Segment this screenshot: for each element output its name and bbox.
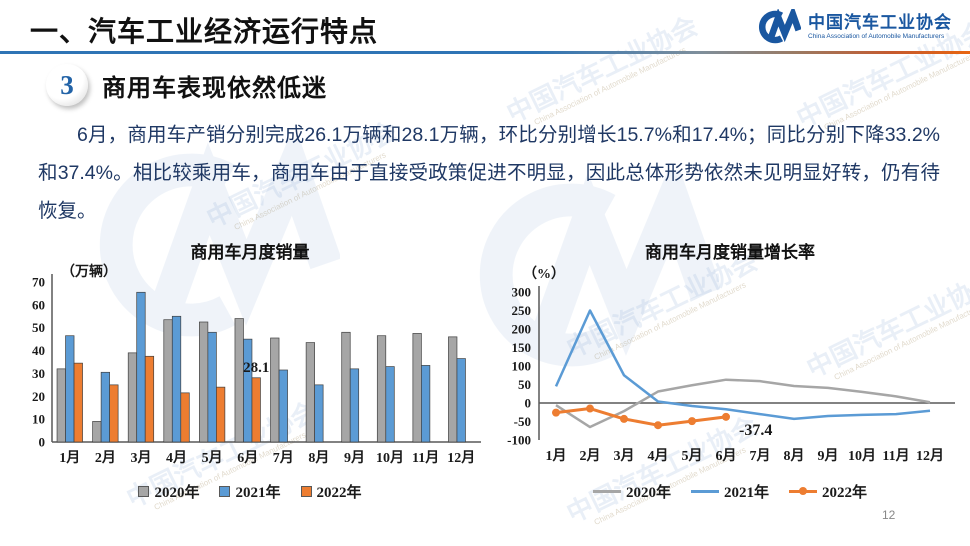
svg-text:11月: 11月	[882, 448, 909, 464]
logo-name-en: China Association of Automobile Manufact…	[808, 32, 945, 40]
svg-text:-50: -50	[514, 414, 531, 429]
svg-text:8月: 8月	[308, 450, 329, 466]
svg-text:150: 150	[512, 340, 532, 355]
legend-item-2021年: 2021年	[690, 481, 769, 502]
svg-text:50: 50	[518, 377, 531, 392]
svg-text:10月: 10月	[848, 448, 876, 464]
bar-chart-monthly-sales: （万辆） 0 10 20 30 40 50 60 70 1月 2月 3月 4月 5月 6月 7月 8月 9月 10月…	[32, 263, 481, 466]
svg-text:12月: 12月	[916, 448, 944, 464]
chart-panel-growth: 商用车月度销量增长率 （%） 300 250 200 150 100 50 0 -50 -100 1…	[495, 238, 965, 504]
legend-item-2022年: 2022年	[789, 481, 867, 502]
legend-label: 2022年	[822, 484, 868, 501]
svg-text:2月: 2月	[580, 448, 601, 464]
svg-text:250: 250	[512, 303, 532, 318]
legend-item-2022年: 2022年	[300, 481, 362, 502]
svg-text:28.1: 28.1	[243, 360, 269, 376]
body-paragraph: 6月，商用车产销分别完成26.1万辆和28.1万辆，环比分别增长15.7%和17…	[38, 124, 940, 222]
svg-text:4月: 4月	[166, 450, 187, 466]
legend-square-swatch	[219, 485, 231, 497]
svg-text:5月: 5月	[202, 450, 223, 466]
svg-text:70: 70	[32, 275, 45, 290]
chart-title-growth: 商用车月度销量增长率	[645, 243, 815, 262]
header: 一、汽车工业经济运行特点 中国汽车工业协会 China Association …	[0, 0, 970, 52]
chart-panel-sales: 商用车月度销量 （万辆） 0 10 20 30 40 50 60 70 1月 2月 3月 4月 5月 6月 7…	[15, 238, 485, 504]
svg-text:-100: -100	[507, 433, 531, 448]
svg-text:3月: 3月	[130, 450, 151, 466]
svg-text:7月: 7月	[273, 450, 294, 466]
svg-text:10月: 10月	[376, 450, 404, 466]
section-number-badge: 3	[46, 64, 88, 106]
svg-text:9月: 9月	[344, 450, 365, 466]
svg-text:12月: 12月	[447, 450, 475, 466]
line-chart-growth-rate: （%） 300 250 200 150 100 50 0 -50 -100 1月 2月 3月 4月 5月 6月…	[507, 266, 955, 464]
svg-text:（%）: （%）	[523, 266, 565, 282]
svg-text:（万辆）: （万辆）	[61, 263, 117, 280]
svg-text:300: 300	[512, 285, 532, 300]
svg-text:9月: 9月	[818, 448, 839, 464]
chart-title-sales: 商用车月度销量	[190, 243, 310, 262]
svg-text:5月: 5月	[682, 448, 703, 464]
legend-label: 2021年	[235, 484, 281, 501]
svg-text:1月: 1月	[59, 450, 80, 466]
svg-text:-37.4: -37.4	[739, 422, 772, 439]
charts-row: 商用车月度销量 （万辆） 0 10 20 30 40 50 60 70 1月 2月 3月 4月 5月 6月 7…	[0, 238, 970, 504]
legend-label: 2022年	[316, 484, 362, 501]
legend-line-swatch	[690, 489, 719, 493]
legend-label: 2021年	[723, 484, 769, 501]
svg-text:1月: 1月	[546, 448, 567, 464]
caam-logo-icon	[758, 9, 801, 44]
legend-line-swatch	[592, 489, 621, 493]
section-heading-row: 3 商用车表现依然低迷	[46, 64, 327, 106]
legend-square-swatch	[138, 485, 150, 497]
svg-text:100: 100	[512, 359, 532, 374]
section-heading: 商用车表现依然低迷	[102, 74, 327, 102]
page-title: 一、汽车工业经济运行特点	[30, 16, 379, 47]
svg-text:40: 40	[32, 343, 45, 358]
svg-text:6月: 6月	[716, 448, 737, 464]
legend-item-2020年: 2020年	[138, 481, 199, 502]
svg-text:0: 0	[525, 396, 532, 411]
svg-text:8月: 8月	[784, 448, 805, 464]
page-number: 12	[882, 508, 896, 522]
legend-square-swatch	[300, 485, 312, 497]
svg-text:50: 50	[32, 320, 45, 335]
svg-text:3月: 3月	[614, 448, 635, 464]
svg-text:10: 10	[32, 412, 45, 427]
header-separator	[0, 51, 970, 54]
svg-text:30: 30	[32, 366, 45, 381]
logo-name-cn: 中国汽车工业协会	[808, 12, 952, 32]
logo-text: 中国汽车工业协会 China Association of Automobile…	[808, 12, 952, 41]
svg-text:6月: 6月	[237, 450, 258, 466]
svg-text:20: 20	[32, 389, 45, 404]
svg-text:7月: 7月	[750, 448, 771, 464]
svg-text:0: 0	[39, 435, 46, 450]
legend-item-2020年: 2020年	[592, 481, 671, 502]
legend-label: 2020年	[625, 484, 671, 501]
legend-label: 2020年	[154, 484, 200, 501]
svg-text:11月: 11月	[412, 450, 439, 466]
legend-bar-chart: 2020年 2021年 2022年	[15, 478, 485, 504]
org-logo: 中国汽车工业协会 China Association of Automobile…	[749, 9, 952, 45]
legend-line-swatch	[789, 487, 817, 495]
svg-text:2月: 2月	[95, 450, 116, 466]
svg-text:60: 60	[32, 297, 45, 312]
legend-line-chart: 2020年 2021年 2022年	[495, 478, 965, 504]
svg-text:200: 200	[512, 322, 532, 337]
svg-text:4月: 4月	[648, 448, 669, 464]
legend-item-2021年: 2021年	[219, 481, 281, 502]
